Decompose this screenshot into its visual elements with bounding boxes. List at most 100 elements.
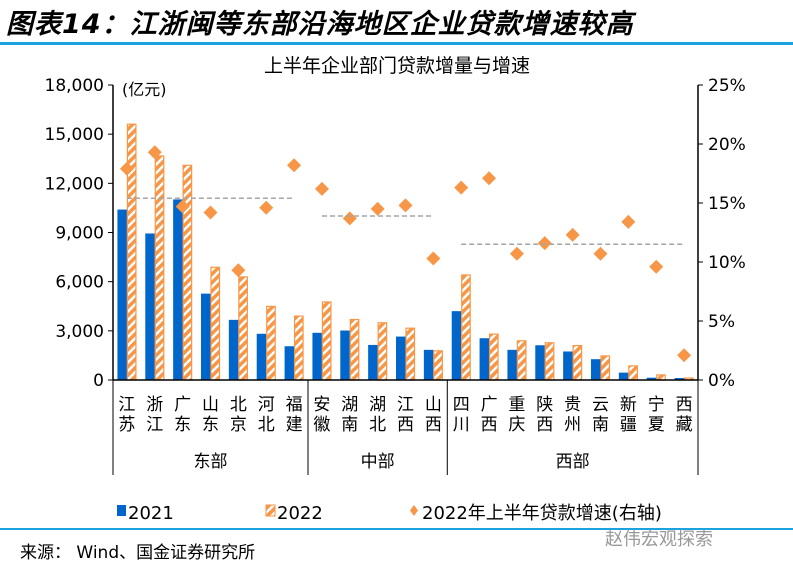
bar-2021 [423,349,434,380]
bar-2022 [516,340,527,381]
growth-diamond [203,205,218,220]
growth-diamond [426,251,441,266]
category-label: 河北 [258,395,275,435]
growth-diamond [454,180,469,195]
group-label: 中部 [361,452,395,472]
bar-2021 [396,336,406,380]
group-label: 东部 [194,452,228,472]
bar-2021 [284,346,295,380]
category-label: 山东 [202,395,219,435]
category-label: 云南 [592,395,609,435]
legend-swatch-2021 [117,505,126,516]
bar-2022 [572,344,583,381]
bar-2022 [349,318,360,381]
bar-2021 [256,333,267,380]
category-label: 北京 [230,395,247,435]
bar-2022 [405,327,416,381]
bar-2022 [293,315,304,381]
left-tick-label: 9,000 [55,224,104,244]
figure-title: 图表14：江浙闽等东部沿海地区企业贷款增速较高 [6,9,634,40]
right-tick-label: 10% [708,253,746,273]
bar-2021 [563,351,573,380]
growth-diamond [370,201,385,216]
bar-2021 [618,372,629,380]
bar-2021 [674,378,685,380]
bar-2022 [628,365,638,381]
category-label: 山西 [425,395,442,435]
growth-diamond [147,145,162,160]
growth-diamond [314,181,329,196]
category-label: 陕西 [536,395,553,435]
bar-2022 [154,155,165,381]
group-label: 西部 [556,452,590,472]
category-label: 重庆 [508,395,525,435]
bar-2022 [377,322,388,381]
bar-2022 [238,276,248,381]
footer-rule [0,528,793,530]
legend-label-growth: 2022年上半年贷款增速(右轴) [422,503,662,524]
bar-2021 [312,332,322,380]
left-tick-label: 6,000 [55,273,104,293]
growth-diamond [175,199,190,214]
bar-2022 [433,350,443,381]
bar-2022 [182,164,193,381]
growth-diamond [398,198,413,213]
category-label: 四川 [453,395,470,435]
chart-title: 上半年企业部门贷款增量与增速 [264,55,530,77]
bar-2021 [535,345,545,380]
category-label: 江西 [397,395,414,435]
source-note: 来源： Wind、国金证券研究所 [20,543,256,563]
legend-label-2021: 2021 [128,503,174,524]
right-tick-label: 20% [708,135,746,155]
growth-diamond [231,263,246,278]
growth-diamond [593,246,608,261]
right-tick-label: 5% [708,312,735,332]
bar-2022 [266,305,276,381]
bar-2022 [126,123,137,381]
bar-2021 [201,293,211,380]
growth-diamond [649,259,664,274]
bar-2022 [210,266,221,381]
legend-diamond-marker [410,505,418,516]
right-tick-label: 25% [708,76,746,96]
bar-2021 [479,338,490,380]
category-label: 浙江 [146,395,163,435]
growth-diamond [259,200,274,215]
bar-2022 [544,342,555,381]
growth-diamond [537,236,552,251]
legend-label-2022: 2022 [277,503,323,524]
growth-diamond [342,211,357,226]
bar-2021 [451,311,462,380]
left-tick-label: 3,000 [55,322,104,342]
category-label: 广西 [481,395,498,435]
bar-2022 [656,374,666,381]
watermark: 赵伟宏观探索 [605,529,713,550]
category-label: 福建 [286,395,303,435]
bar-2022 [488,333,499,381]
category-label: 新疆 [620,395,637,435]
left-tick-label: 12,000 [45,174,104,194]
category-label: 贵州 [564,395,581,435]
bar-2021 [173,199,183,380]
category-label: 安徽 [313,395,330,435]
chart: 上半年企业部门贷款增量与增速 (亿元) 0 3,000 6,000 9,000 12,0… [45,55,746,524]
category-label: 广东 [174,395,191,435]
legend-swatch-2022 [265,504,276,517]
bar-2022 [600,355,611,381]
left-tick-label: 18,000 [45,76,104,96]
bar-2021 [507,349,517,380]
bar-2021 [117,209,127,380]
right-tick-label: 0% [708,371,735,391]
category-label: 江苏 [118,395,135,435]
left-tick-label: 0 [93,371,104,391]
growth-diamond [565,227,580,242]
category-label: 宁夏 [648,395,665,435]
growth-diamond [482,171,497,186]
title-rule [0,42,793,45]
bar-2022 [461,274,471,381]
bar-2021 [340,330,350,380]
legend: 2021 2022 2022年上半年贷款增速(右轴) [117,503,662,524]
left-tick-label: 15,000 [45,125,104,145]
growth-diamond [509,246,524,261]
bar-2021 [591,359,601,380]
